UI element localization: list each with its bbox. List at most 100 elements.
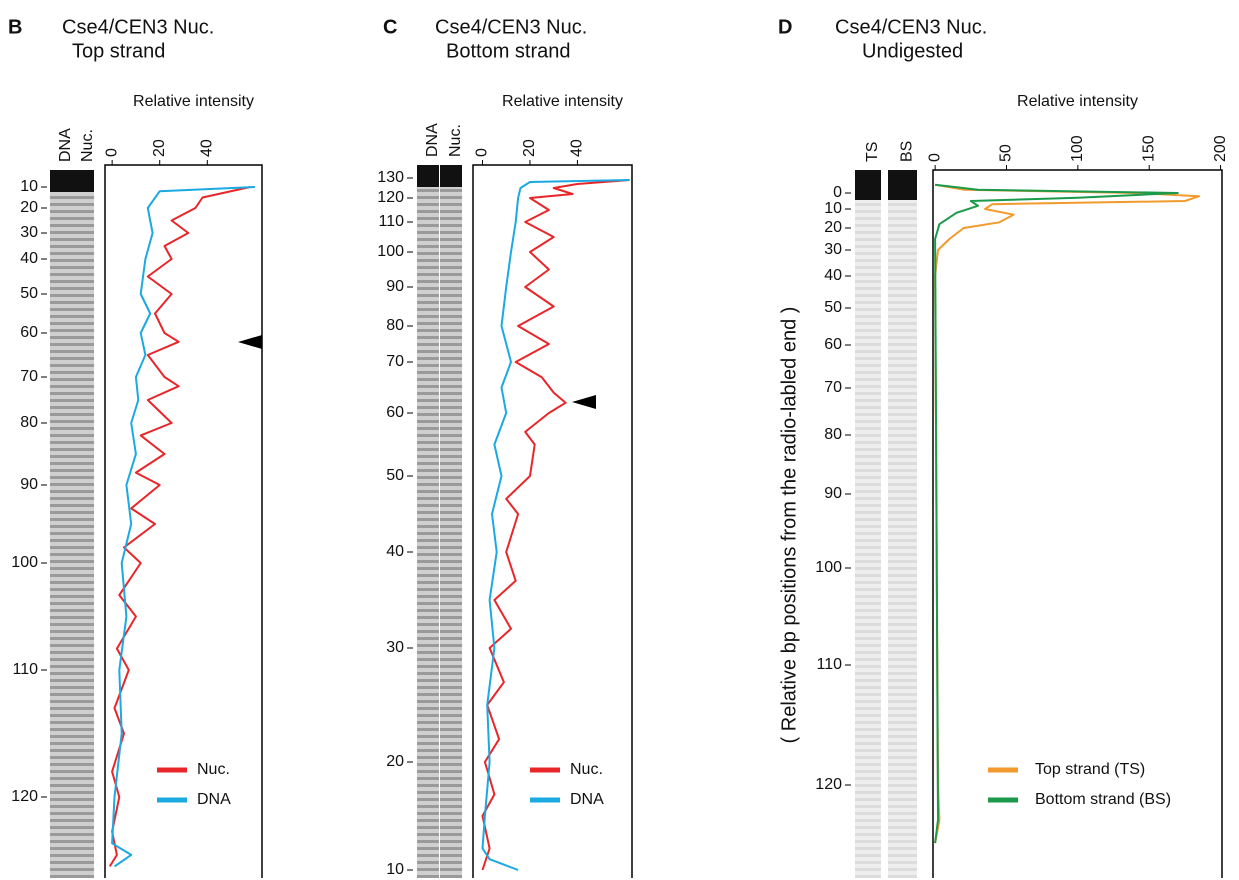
trace xyxy=(934,183,1179,844)
y-tick-label: 50 xyxy=(386,467,404,484)
gel-well xyxy=(50,170,72,192)
y-tick-label: 20 xyxy=(386,753,404,770)
x-tick-label: 40 xyxy=(569,139,586,157)
gel-lane xyxy=(417,165,439,878)
gel-well xyxy=(888,170,917,200)
y-tick-label: 20 xyxy=(824,219,842,236)
x-tick-label: 200 xyxy=(1212,135,1229,162)
trace xyxy=(481,179,630,871)
y-tick-label: 100 xyxy=(11,554,38,571)
y-tick-label: 80 xyxy=(824,426,842,443)
trace xyxy=(108,186,251,867)
y-axis-label: ( Relative bp positions from the radio-l… xyxy=(778,307,800,744)
y-tick-label: 100 xyxy=(815,559,842,576)
panel-subtitle: Undigested xyxy=(862,40,963,62)
y-tick-label: 90 xyxy=(386,278,404,295)
x-axis-label: Relative intensity xyxy=(1017,93,1138,110)
y-tick-label: 70 xyxy=(386,353,404,370)
legend-label: DNA xyxy=(570,791,604,808)
axis-frame xyxy=(472,164,633,878)
gel-lane xyxy=(440,165,462,878)
y-tick-label: 120 xyxy=(377,189,404,206)
gel-lane xyxy=(72,170,94,878)
gel-lane xyxy=(888,170,917,878)
gel-well xyxy=(855,170,881,200)
y-tick-label: 80 xyxy=(386,317,404,334)
y-tick-label: 60 xyxy=(386,404,404,421)
legend-label: Nuc. xyxy=(570,761,603,778)
lane-label: DNA xyxy=(57,128,74,162)
axis-frame xyxy=(104,164,263,878)
y-tick-label: 60 xyxy=(824,336,842,353)
panel-title: Cse4/CEN3 Nuc. xyxy=(835,16,987,38)
x-tick-label: 50 xyxy=(998,144,1015,162)
y-tick-label: 50 xyxy=(824,299,842,316)
y-tick-label: 20 xyxy=(20,199,38,216)
arrowhead xyxy=(572,395,596,409)
y-tick-label: 40 xyxy=(20,250,38,267)
panel-letter: C xyxy=(383,16,397,38)
x-tick-label: 20 xyxy=(521,139,538,157)
x-tick-label: 0 xyxy=(103,148,120,157)
y-tick-label: 70 xyxy=(824,379,842,396)
panel-title: Cse4/CEN3 Nuc. xyxy=(435,16,587,38)
y-tick-label: 100 xyxy=(377,243,404,260)
y-tick-label: 110 xyxy=(12,661,38,678)
x-tick-label: 100 xyxy=(1069,135,1086,162)
y-tick-label: 90 xyxy=(824,485,842,502)
panel-subtitle: Top strand xyxy=(72,40,165,62)
panel-letter: B xyxy=(8,16,22,38)
y-tick-label: 30 xyxy=(824,241,842,258)
lane-label: Nuc. xyxy=(79,129,96,162)
y-tick-label: 40 xyxy=(386,543,404,560)
x-tick-label: 40 xyxy=(199,139,216,157)
y-tick-label: 50 xyxy=(20,285,38,302)
lane-label: BS xyxy=(899,141,916,162)
lane-label: TS xyxy=(864,142,881,162)
panel-subtitle: Bottom strand xyxy=(446,40,571,62)
legend-label: Bottom strand (BS) xyxy=(1035,791,1171,808)
y-tick-label: 110 xyxy=(378,213,404,230)
y-tick-label: 70 xyxy=(20,368,38,385)
gel-well xyxy=(72,170,94,192)
legend-label: DNA xyxy=(197,791,231,808)
y-tick-label: 0 xyxy=(833,184,842,201)
lane-label: Nuc. xyxy=(447,124,464,157)
trace xyxy=(934,183,1201,844)
y-tick-label: 40 xyxy=(824,267,842,284)
y-tick-label: 120 xyxy=(11,788,38,805)
y-tick-label: 90 xyxy=(20,476,38,493)
panel: C Cse4/CEN3 Nuc.Bottom strand DNA Nuc. Relat… xyxy=(377,16,633,878)
panel: B Cse4/CEN3 Nuc.Top strand DNA Nuc. Relative… xyxy=(8,16,263,878)
y-tick-label: 30 xyxy=(386,639,404,656)
y-tick-label: 130 xyxy=(377,169,404,186)
gel-lane xyxy=(50,170,72,878)
y-tick-label: 110 xyxy=(816,656,842,673)
x-tick-label: 20 xyxy=(151,139,168,157)
gel-well xyxy=(417,165,439,187)
arrowhead xyxy=(238,335,262,349)
y-tick-label: 30 xyxy=(20,224,38,241)
y-tick-label: 10 xyxy=(20,178,38,195)
y-tick-label: 10 xyxy=(386,861,404,878)
y-tick-label: 120 xyxy=(815,776,842,793)
x-tick-label: 0 xyxy=(926,153,943,162)
legend-label: Top strand (TS) xyxy=(1035,761,1145,778)
x-axis-label: Relative intensity xyxy=(502,93,623,110)
y-tick-label: 60 xyxy=(20,324,38,341)
x-tick-label: 0 xyxy=(474,148,491,157)
x-axis-label: Relative intensity xyxy=(133,93,254,110)
panel-title: Cse4/CEN3 Nuc. xyxy=(62,16,214,38)
y-tick-label: 10 xyxy=(824,200,842,217)
panel-letter: D xyxy=(778,16,792,38)
panel: D Cse4/CEN3 Nuc.Undigested TS BS Relative in… xyxy=(778,16,1229,878)
y-tick-label: 80 xyxy=(20,414,38,431)
gel-lane xyxy=(855,170,881,878)
gel-well xyxy=(440,165,462,187)
trace xyxy=(111,186,255,868)
x-tick-label: 150 xyxy=(1140,135,1157,162)
lane-label: DNA xyxy=(424,123,441,157)
legend-label: Nuc. xyxy=(197,761,230,778)
trace xyxy=(481,179,630,871)
